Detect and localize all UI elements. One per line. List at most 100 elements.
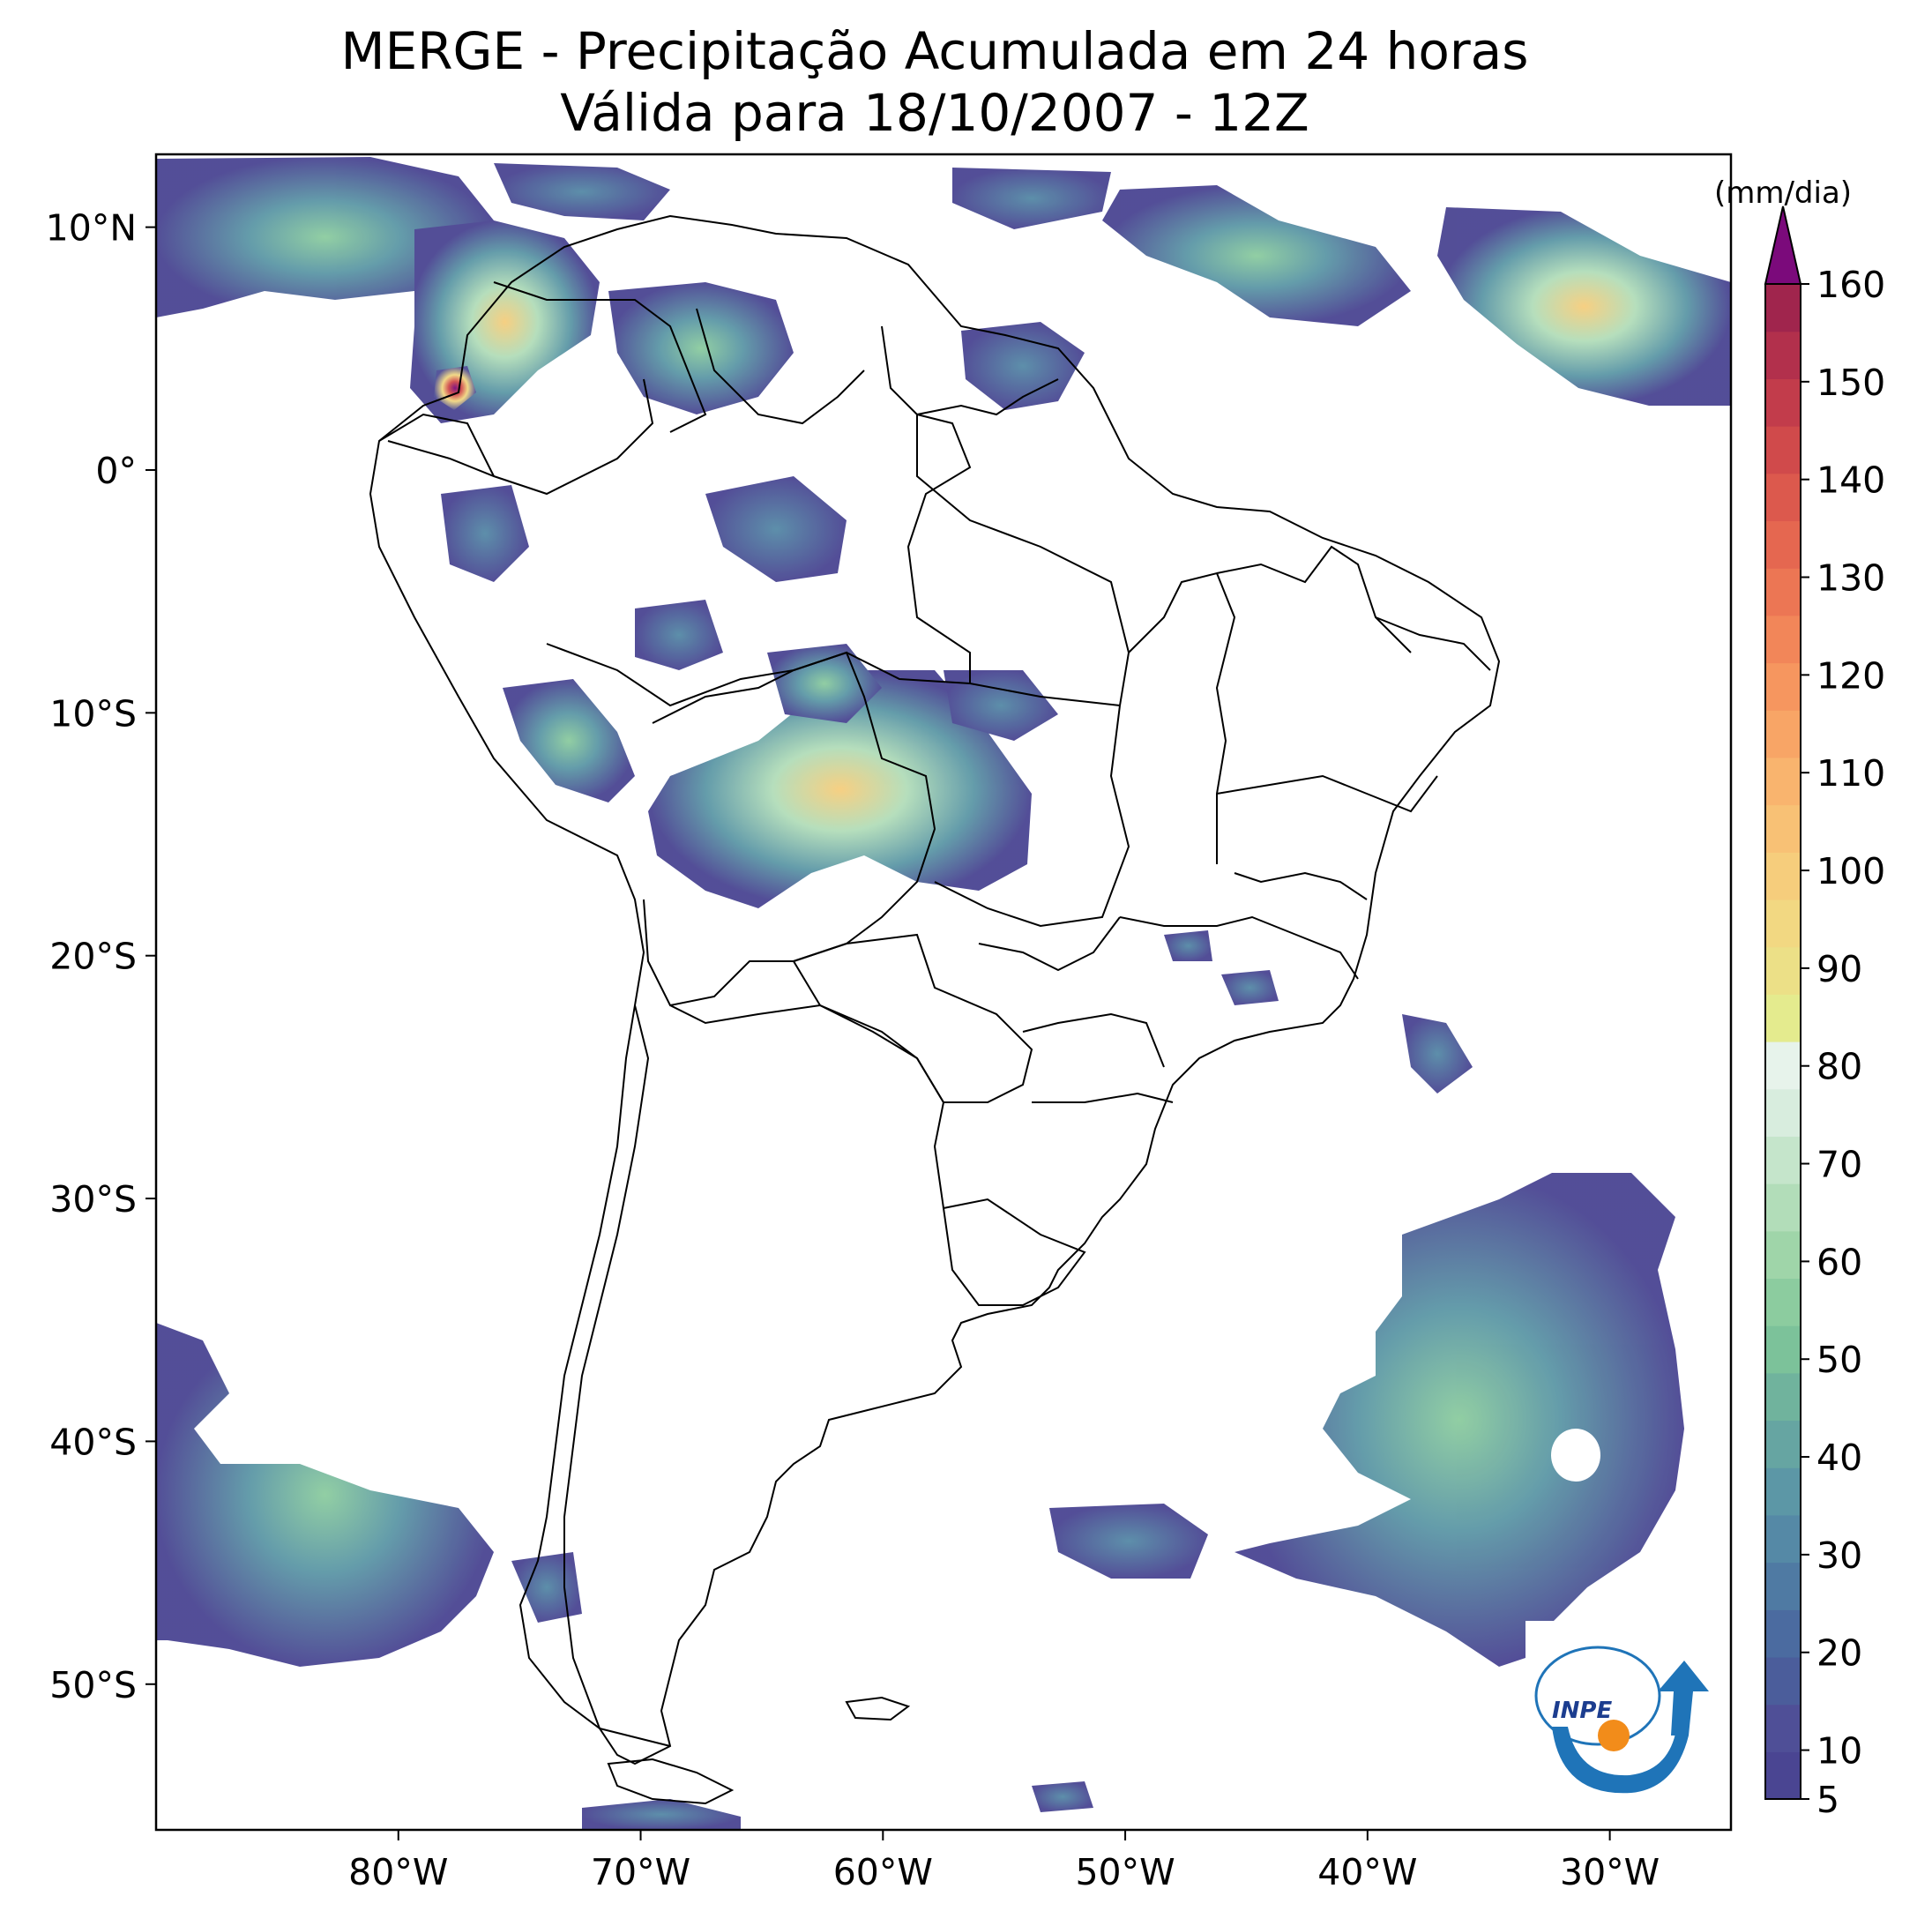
falklands-outline	[845, 1696, 911, 1721]
lon-tick-label: 30°W	[1560, 1851, 1660, 1893]
colorbar-segment	[1765, 1183, 1801, 1232]
lon-ticks: 80°W 70°W 60°W 50°W 40°W 30°W	[348, 1830, 1660, 1893]
colorbar-segment	[1765, 804, 1801, 853]
lon-tick-label: 80°W	[348, 1851, 448, 1893]
colorbar-segment	[1765, 1230, 1801, 1280]
map-frame	[154, 153, 1733, 1832]
border-bolivia	[643, 651, 936, 1007]
border-brazil-states-3	[1128, 571, 1236, 864]
colorbar-segment	[1765, 331, 1801, 379]
lat-tick-label: 20°S	[49, 936, 137, 978]
inpe-logo-text: INPE	[1552, 1698, 1612, 1724]
lat-tick-label: 50°S	[49, 1664, 137, 1706]
inpe-logo-sun-icon	[1598, 1720, 1630, 1751]
colorbar-tick-label: 140	[1816, 459, 1885, 502]
precip-area-minas	[1221, 970, 1279, 1005]
colorbar-segment	[1765, 899, 1801, 948]
colorbar-tick-label: 20	[1816, 1632, 1862, 1675]
border-colombia-venezuela	[493, 281, 707, 433]
colorbar-segment	[1765, 1704, 1801, 1752]
precip-area-caribbean-west	[156, 157, 494, 317]
precip-area-argentine-sea	[1049, 1504, 1208, 1579]
border-guianas	[881, 325, 1059, 416]
lat-tick-label: 40°S	[49, 1421, 137, 1463]
colorbar-tick-label: 100	[1816, 850, 1885, 892]
colorbar-segment	[1765, 1562, 1801, 1610]
colorbar-segment	[1765, 1467, 1801, 1516]
inpe-logo-arc	[1552, 1727, 1689, 1794]
lat-tick-label: 0°	[95, 450, 137, 492]
colorbar-tick-label: 160	[1816, 264, 1885, 306]
precip-hole-south-atlantic	[1551, 1429, 1600, 1482]
inpe-logo-orbit	[1534, 1646, 1661, 1746]
colorbar-segment	[1765, 1325, 1801, 1374]
border-venezuela-guyana	[696, 308, 865, 425]
colorbar-segment	[1765, 1656, 1801, 1706]
colorbar-tick-label: 130	[1816, 557, 1885, 600]
colorbar: (mm/dia) 5 10 20 30 40 50 60 70 80 90 100 110 120 130…	[1714, 175, 1885, 1821]
colorbar-segment	[1765, 1041, 1801, 1090]
precip-area-bolivia-mato-grosso	[648, 670, 1032, 908]
colorbar-segment	[1765, 426, 1801, 474]
precip-area-southeast-pacific	[156, 1323, 494, 1667]
colorbar-tick-label: 60	[1816, 1241, 1862, 1283]
precip-area-amazon-north	[705, 476, 847, 582]
border-brazil-states-12	[1375, 616, 1491, 671]
border-paraguay	[792, 933, 1033, 1103]
colorbar-tick-label: 70	[1816, 1144, 1862, 1186]
colorbar-segment	[1765, 378, 1801, 427]
colorbar-tick-label: 30	[1816, 1534, 1862, 1577]
colorbar-tick-label: 80	[1816, 1046, 1862, 1088]
lat-tick-label: 10°N	[46, 207, 137, 250]
lat-tick-label: 10°S	[49, 692, 137, 735]
colorbar-tick-label: 120	[1816, 654, 1885, 697]
colorbar-tick-label: 90	[1816, 948, 1862, 990]
precip-area-amazon-west	[441, 485, 529, 582]
colorbar-segment	[1765, 1372, 1801, 1422]
lon-tick-label: 70°W	[591, 1851, 690, 1893]
colorbar-segment	[1765, 1514, 1801, 1564]
precip-area-guianas	[961, 322, 1085, 410]
inpe-logo-arrow-icon	[1658, 1661, 1709, 1736]
border-brazil-states-6	[1119, 915, 1359, 980]
colorbar-segment	[1765, 662, 1801, 711]
map-title-line1: MERGE - Precipitação Acumulada em 24 hor…	[341, 21, 1529, 81]
tierra-del-fuego-outline	[607, 1758, 735, 1805]
colorbar-extend-arrow	[1764, 205, 1802, 285]
lon-tick-label: 40°W	[1317, 1851, 1417, 1893]
colorbar-tick-label: 5	[1816, 1779, 1839, 1821]
precip-area-brazil-central	[944, 670, 1058, 741]
border-brazil-west	[546, 643, 1121, 707]
colorbar-segment	[1765, 1420, 1801, 1468]
colorbar-segment	[1765, 1278, 1801, 1326]
border-brazil-states-8	[1032, 1092, 1174, 1103]
land-borders	[369, 214, 1501, 1805]
border-colombia-peru	[387, 378, 654, 496]
border-andes-chile-argentina	[563, 1004, 671, 1747]
precip-area-itcz-east	[1437, 207, 1731, 406]
precip-area-itcz-mid	[1102, 185, 1411, 326]
precip-area-amazon-central	[635, 600, 723, 670]
lat-ticks: 10°N 0° 10°S 20°S 30°S 40°S 50°S	[46, 207, 156, 1706]
border-ecuador	[378, 413, 495, 477]
precip-area-tierra-del-fuego	[582, 1799, 741, 1830]
colorbar-tick-label: 110	[1816, 752, 1885, 795]
colorbar-segment	[1765, 994, 1801, 1042]
lon-tick-label: 50°W	[1075, 1851, 1175, 1893]
colorbar-frame	[1764, 283, 1801, 1800]
colorbar-segment	[1765, 615, 1801, 664]
colorbar-segment	[1765, 1088, 1801, 1137]
precip-area-south-atlantic-north	[1402, 1014, 1473, 1094]
colorbar-segment	[1765, 1751, 1801, 1800]
colorbar-segment	[1765, 757, 1801, 806]
lon-tick-label: 60°W	[833, 1851, 933, 1893]
lat-tick-label: 30°S	[49, 1178, 137, 1221]
precip-area-south-atlantic	[1235, 1173, 1684, 1667]
precip-area-itcz-north	[952, 168, 1111, 229]
precip-area-peru	[503, 679, 635, 802]
colorbar-segment	[1765, 568, 1801, 616]
map-title-line2: Válida para 18/10/2007 - 12Z	[560, 83, 1309, 143]
colorbar-tick-label: 10	[1816, 1730, 1862, 1773]
border-brazil-states-2	[934, 705, 1130, 928]
